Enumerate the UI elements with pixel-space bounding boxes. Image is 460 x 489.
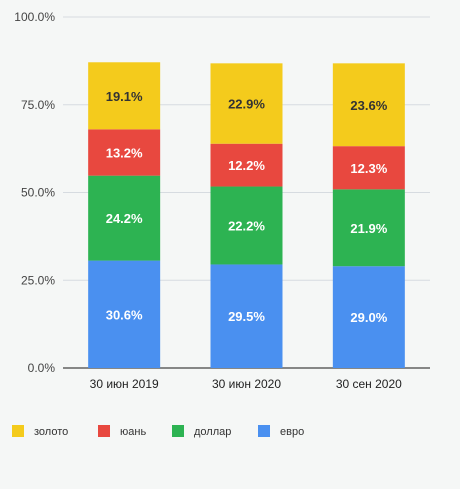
y-tick-label: 0.0% xyxy=(28,361,56,375)
legend-swatch xyxy=(172,425,184,437)
y-tick-label: 75.0% xyxy=(21,98,55,112)
bar-segment xyxy=(88,260,161,368)
y-tick-label: 50.0% xyxy=(21,186,55,200)
legend-swatch xyxy=(258,425,270,437)
bar-segment xyxy=(88,175,161,261)
y-tick-label: 100.0% xyxy=(14,10,55,24)
data-label: 29.0% xyxy=(350,310,387,325)
y-tick-label: 25.0% xyxy=(21,273,55,287)
data-label: 24.2% xyxy=(106,211,143,226)
category-label: 30 июн 2020 xyxy=(212,377,281,391)
data-label: 13.2% xyxy=(106,145,143,160)
data-label: 12.3% xyxy=(350,161,387,176)
bar-segment xyxy=(210,186,283,265)
bar-segment xyxy=(88,129,161,176)
legend-label: доллар xyxy=(194,426,231,438)
category-label: 30 сен 2020 xyxy=(336,377,402,391)
data-label: 22.9% xyxy=(228,97,265,112)
bar-segment xyxy=(332,146,405,190)
bar-segment xyxy=(88,62,161,130)
legend-swatch xyxy=(12,425,24,437)
bar-segment xyxy=(210,63,283,144)
legend-label: юань xyxy=(120,426,146,438)
data-label: 23.6% xyxy=(350,98,387,113)
bar-segment xyxy=(210,143,283,187)
category-label: 30 июн 2019 xyxy=(90,377,159,391)
data-label: 29.5% xyxy=(228,309,265,324)
bar-segment xyxy=(332,63,405,147)
data-label: 19.1% xyxy=(106,89,143,104)
bar-segment xyxy=(332,189,405,267)
legend-swatch xyxy=(98,425,110,437)
data-label: 22.2% xyxy=(228,218,265,233)
data-label: 21.9% xyxy=(350,221,387,236)
legend-label: золото xyxy=(34,426,68,438)
legend-label: евро xyxy=(280,426,304,438)
bar-segment xyxy=(332,266,405,368)
data-label: 12.2% xyxy=(228,158,265,173)
data-label: 30.6% xyxy=(106,307,143,322)
bar-segment xyxy=(210,264,283,368)
